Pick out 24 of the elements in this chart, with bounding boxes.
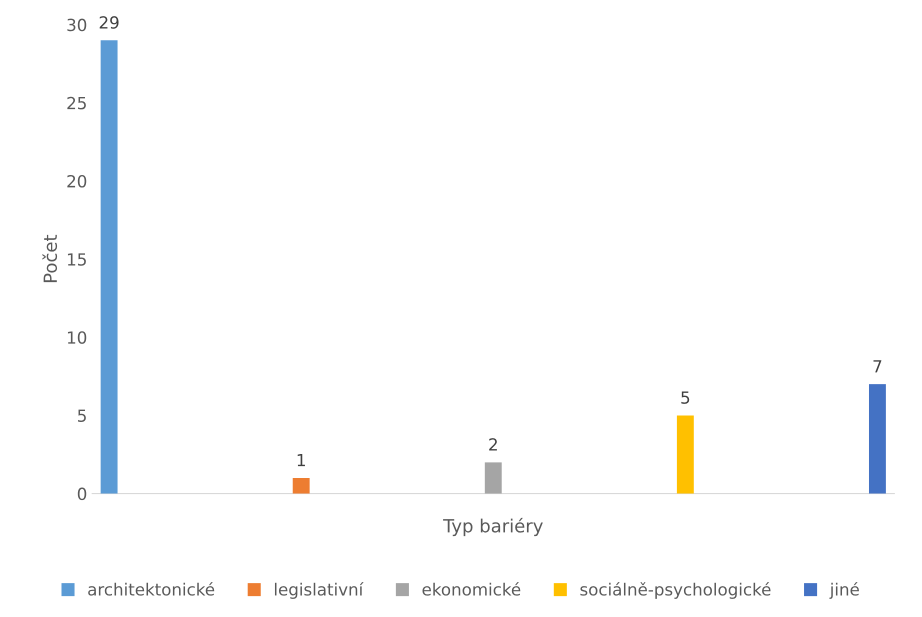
y-axis-title: Počet [42,234,58,282]
legend-label: legislativní [274,582,364,599]
y-tick-label: 20 [67,174,86,188]
bar [484,462,502,494]
legend-label: jiné [829,582,859,599]
x-axis-title: Typ bariéry [443,518,543,536]
y-tick-label: 15 [68,253,86,266]
data-label: 29 [100,16,119,29]
bar [676,415,694,494]
legend-label: architektonické [88,582,214,596]
bar [292,478,310,494]
y-tick-label: 5 [78,410,86,422]
bar [100,40,118,494]
legend-label: ekonomické [422,582,520,596]
y-tick-label: 30 [67,18,86,32]
y-tick-label: 10 [68,331,86,344]
data-label: 7 [874,360,882,372]
y-tick-label: 0 [78,488,86,500]
data-label: 5 [681,391,690,404]
data-label: 1 [298,454,305,466]
y-tick-label: 25 [67,96,86,110]
legend-label: sociálně-psychologické [580,582,771,599]
bar [868,384,886,494]
data-label: 2 [489,438,497,451]
